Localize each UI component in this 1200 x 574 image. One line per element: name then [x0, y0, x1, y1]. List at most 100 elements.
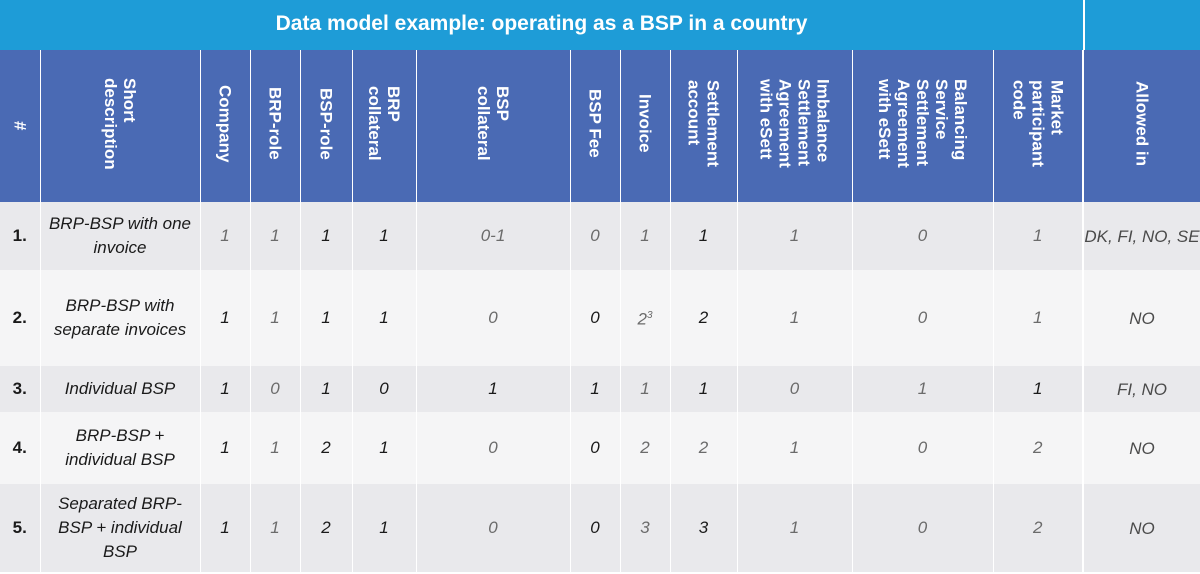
cell-value: 1 — [321, 226, 331, 245]
cell-brp-role: 1 — [249, 412, 301, 484]
column-header-brp-role: BRP-role — [249, 50, 301, 202]
cell-value: 0 — [488, 438, 498, 457]
column-header-label: Short description — [101, 77, 139, 170]
column-header-brp-collateral: BRP collateral — [351, 50, 417, 202]
cell-value: 1. — [12, 226, 27, 245]
cell-value: 1 — [220, 518, 230, 537]
column-header-label: # — [10, 120, 30, 130]
cell-desc: BRP-BSP with separate invoices — [39, 270, 201, 366]
cell-value: 1 — [220, 308, 230, 327]
cell-value: NO — [1129, 308, 1155, 328]
cell-brp-role: 0 — [249, 366, 301, 412]
column-header-balancing: Balancing Service Settlement Agreement w… — [851, 50, 994, 202]
cell-value: 2 — [1033, 438, 1043, 457]
column-header-mpc: Market participant code — [992, 50, 1084, 202]
cell-allowed: NO — [1082, 270, 1200, 366]
column-header-bsp-fee: BSP Fee — [569, 50, 621, 202]
cell-value: 0 — [917, 518, 928, 537]
cell-settlement-account: 2 — [669, 412, 738, 484]
cell-company: 1 — [199, 484, 251, 572]
column-header-desc: Short description — [39, 50, 201, 202]
cell-value: 1 — [590, 379, 600, 398]
cell-value: BRP-BSP + individual BSP — [65, 426, 175, 469]
cell-value: 0 — [488, 308, 498, 327]
cell-bsp-collateral: 0 — [415, 484, 571, 572]
table-row: 4. BRP-BSP + individual BSP 1 1 2 1 0 0 2 2 1 0 2 NO — [0, 412, 1200, 484]
column-header-settlement-account: Settlement account — [669, 50, 738, 202]
column-header-imbalance: Imbalance Settlement Agreement with eSet… — [736, 50, 853, 202]
cell-value: 1 — [379, 308, 389, 327]
table-row: 5. Separated BRP-BSP + individual BSP 1 1 2 1… — [0, 484, 1200, 572]
table-header-row: # Short description Company BRP-role BSP-rol… — [0, 50, 1200, 202]
cell-value: 2 — [1033, 518, 1043, 537]
cell-balancing: 0 — [851, 270, 994, 366]
cell-value: 0 — [917, 308, 928, 327]
cell-num: 4. — [0, 412, 41, 484]
cell-value: 1 — [698, 226, 709, 245]
cell-value: 3. — [12, 379, 27, 398]
table-body: 1. BRP-BSP with one invoice 1 1 1 1 0-1 0 1 1 1 0 1 D… — [0, 202, 1200, 572]
cell-imbalance: 1 — [736, 202, 853, 270]
column-header-label: Invoice — [635, 94, 655, 153]
cell-value: NO — [1129, 518, 1155, 538]
cell-bsp-collateral: 0 — [415, 270, 571, 366]
cell-value: 1 — [321, 379, 331, 398]
cell-value: 2 — [321, 518, 331, 537]
cell-bsp-fee: 0 — [569, 202, 621, 270]
cell-balancing: 0 — [851, 202, 994, 270]
cell-invoice: 2 — [619, 412, 671, 484]
cell-company: 1 — [199, 366, 251, 412]
cell-bsp-collateral: 0 — [415, 412, 571, 484]
cell-value: 1 — [379, 518, 389, 537]
column-header-label: BSP collateral — [474, 86, 512, 161]
cell-imbalance: 1 — [736, 484, 853, 572]
cell-value: DK, FI, NO, SE — [1084, 226, 1200, 246]
cell-brp-collateral: 1 — [351, 412, 417, 484]
cell-value: 1 — [789, 518, 800, 537]
title-divider — [1083, 0, 1085, 50]
cell-invoice: 23 — [619, 270, 671, 366]
cell-value: 0-1 — [480, 226, 506, 245]
cell-value: 1 — [640, 379, 650, 398]
cell-balancing: 0 — [851, 412, 994, 484]
cell-num: 1. — [0, 202, 41, 270]
cell-value: 1 — [1033, 379, 1043, 398]
title-bar: Data model example: operating as a BSP i… — [0, 0, 1200, 50]
cell-bsp-role: 2 — [299, 484, 353, 572]
column-header-bsp-role: BSP-role — [299, 50, 353, 202]
cell-invoice: 3 — [619, 484, 671, 572]
cell-desc: Separated BRP-BSP + individual BSP — [39, 484, 201, 572]
cell-allowed: NO — [1082, 412, 1200, 484]
cell-brp-role: 1 — [249, 202, 301, 270]
cell-company: 1 — [199, 412, 251, 484]
table-row: 1. BRP-BSP with one invoice 1 1 1 1 0-1 0 1 1 1 0 1 D… — [0, 202, 1200, 270]
cell-balancing: 1 — [851, 366, 994, 412]
cell-imbalance: 1 — [736, 412, 853, 484]
cell-value: BRP-BSP with separate invoices — [53, 296, 187, 339]
column-header-label: Balancing Service Settlement Agreement w… — [875, 79, 970, 168]
cell-settlement-account: 1 — [669, 366, 738, 412]
cell-settlement-account: 2 — [669, 270, 738, 366]
cell-value: 0 — [488, 518, 498, 537]
cell-value: 4. — [12, 438, 27, 457]
cell-bsp-role: 2 — [299, 412, 353, 484]
cell-value: 1 — [789, 226, 800, 245]
cell-desc: BRP-BSP with one invoice — [39, 202, 201, 270]
cell-value: FI, NO — [1116, 379, 1168, 399]
cell-value: 0 — [590, 518, 600, 537]
cell-value: 2 — [698, 308, 709, 327]
cell-num: 5. — [0, 484, 41, 572]
column-header-label: Allowed in — [1132, 81, 1152, 166]
cell-settlement-account: 3 — [669, 484, 738, 572]
cell-imbalance: 1 — [736, 270, 853, 366]
cell-bsp-fee: 1 — [569, 366, 621, 412]
cell-bsp-role: 1 — [299, 202, 353, 270]
column-header-allowed: Allowed in — [1082, 50, 1200, 202]
cell-value: 1 — [270, 226, 280, 245]
cell-value: 0 — [590, 226, 600, 245]
cell-value: 1 — [640, 226, 650, 245]
cell-value: 5. — [12, 518, 27, 537]
column-header-label: BRP collateral — [365, 86, 403, 161]
cell-mpc: 1 — [992, 202, 1084, 270]
